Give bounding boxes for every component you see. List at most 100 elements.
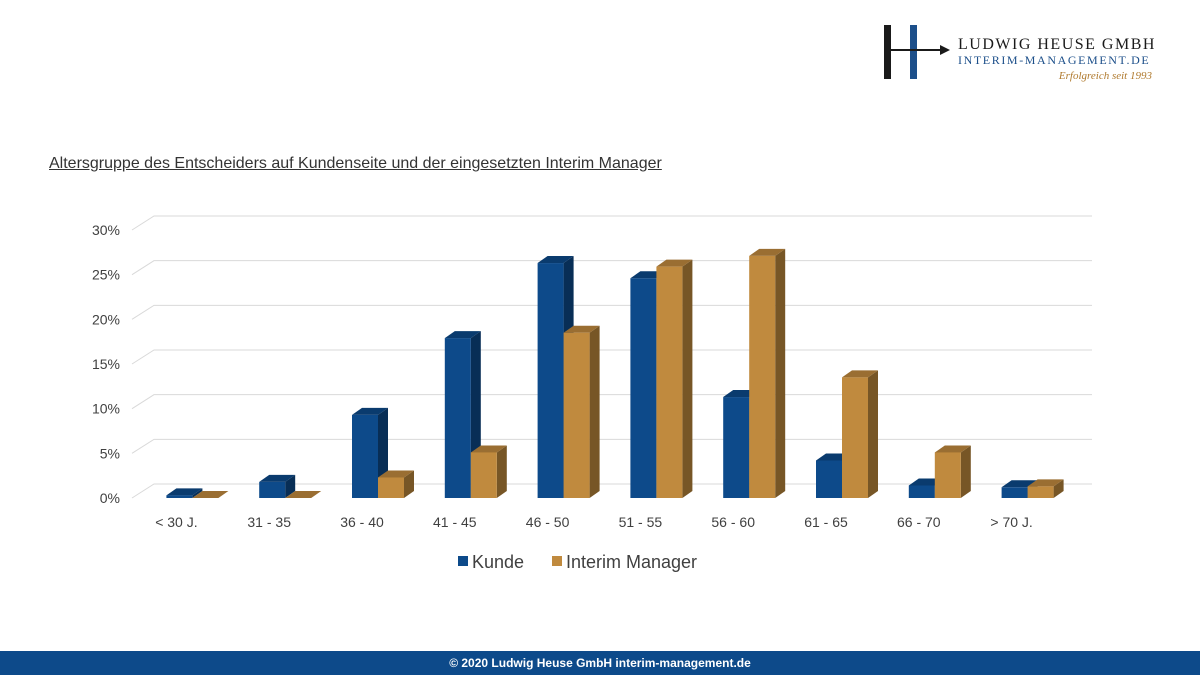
legend-interim-manager: Interim Manager <box>552 552 697 572</box>
company-logo <box>884 25 950 79</box>
bar-side <box>589 325 600 498</box>
bar-top <box>842 370 878 378</box>
company-domain: INTERIM-MANAGEMENT.DE <box>958 53 1151 67</box>
bar-front <box>470 452 497 498</box>
bar-side <box>404 470 414 498</box>
x-axis-labels: < 30 J. 31 - 35 36 - 40 41 - 45 46 - 50 51 - … <box>155 514 1033 530</box>
bar-top <box>166 488 203 496</box>
bar-interim-manager <box>934 445 971 498</box>
bar-side <box>682 259 693 498</box>
bar-side <box>496 445 507 498</box>
logo-h-right-stem <box>910 25 917 79</box>
y-tick-label: 10% <box>92 401 120 417</box>
bar-top <box>749 248 786 256</box>
bar-front <box>934 452 961 498</box>
y-tick-label: 30% <box>92 222 120 238</box>
bar-kunde <box>259 474 296 498</box>
bar-top <box>470 445 507 453</box>
bar-front <box>1001 487 1028 498</box>
gridline <box>131 215 1092 231</box>
bar-interim-manager <box>656 259 693 498</box>
x-tick-label: 66 - 70 <box>897 514 941 530</box>
y-tick-label: 5% <box>100 445 120 461</box>
footer-text: © 2020 Ludwig Heuse GmbH interim-managem… <box>449 656 751 670</box>
chart-title: Altersgruppe des Entscheiders auf Kunden… <box>49 155 662 172</box>
logo-h-bar <box>891 49 943 51</box>
x-tick-label: > 70 J. <box>990 514 1032 530</box>
bar-side <box>960 445 971 498</box>
x-tick-label: 36 - 40 <box>340 514 384 530</box>
bar-interim-manager <box>563 325 600 498</box>
logo-h-left-stem <box>884 25 891 79</box>
bar-front <box>723 397 750 498</box>
bar-top <box>656 259 693 267</box>
company-name: LUDWIG HEUSE GMBH <box>958 36 1156 53</box>
bar-top <box>1027 479 1064 487</box>
bar-front <box>656 266 683 498</box>
bar-top <box>352 407 388 415</box>
bar-front <box>816 460 842 498</box>
bar-front <box>563 332 590 498</box>
legend-kunde: Kunde <box>458 552 524 572</box>
gridline <box>131 304 1092 320</box>
legend: Kunde Interim Manager <box>458 552 697 572</box>
legend-label: Interim Manager <box>566 552 697 572</box>
bar-top <box>444 331 481 339</box>
bar-interim-manager <box>1027 479 1064 498</box>
x-tick-label: 46 - 50 <box>526 514 570 530</box>
y-tick-label: 0% <box>100 490 120 506</box>
y-tick-label: 20% <box>92 311 120 327</box>
bar-chart: 0% 5% 10% 15% 20% 25% 30% < 30 J. 31 - 35 36 - 4… <box>92 215 1092 572</box>
gridline <box>131 260 1092 276</box>
x-tick-label: 61 - 65 <box>804 514 848 530</box>
bar-interim-manager <box>470 445 507 498</box>
gridline <box>131 349 1092 365</box>
footer: © 2020 Ludwig Heuse GmbH interim-managem… <box>0 651 1200 675</box>
legend-label: Kunde <box>472 552 524 572</box>
bar-interim-manager <box>192 491 229 498</box>
bar-top <box>563 325 600 333</box>
y-tick-label: 15% <box>92 356 120 372</box>
bar-front <box>842 377 868 498</box>
bar-top <box>934 445 971 453</box>
bar-top <box>192 491 229 498</box>
bar-interim-manager <box>842 370 878 498</box>
bar-top <box>259 474 296 482</box>
bar-interim-manager <box>378 470 414 498</box>
logo-text: LUDWIG HEUSE GMBH INTERIM-MANAGEMENT.DE <box>958 36 1156 67</box>
bar-side <box>285 474 296 498</box>
company-tagline: Erfolgreich seit 1993 <box>1058 70 1152 82</box>
bar-top <box>1001 480 1038 488</box>
x-tick-label: 31 - 35 <box>247 514 291 530</box>
bar-front <box>352 414 378 498</box>
bar-front <box>908 485 935 498</box>
bar-side <box>192 488 203 498</box>
y-tick-label: 25% <box>92 267 120 283</box>
bar-front <box>444 338 471 498</box>
logo-arrow-head <box>940 45 950 55</box>
bar-front <box>630 278 657 498</box>
bar-side <box>1053 479 1064 498</box>
y-axis-labels: 0% 5% 10% 15% 20% 25% 30% <box>92 222 120 506</box>
bar-top <box>537 256 574 264</box>
x-tick-label: < 30 J. <box>155 514 197 530</box>
legend-swatch <box>552 556 562 566</box>
bar-side <box>868 370 878 498</box>
gridline <box>131 394 1092 410</box>
bar-front <box>166 495 193 498</box>
legend-swatch <box>458 556 468 566</box>
bar-top <box>378 470 414 478</box>
bar-front <box>378 477 404 498</box>
bar-top <box>285 491 322 498</box>
x-tick-label: 51 - 55 <box>619 514 663 530</box>
bar-front <box>259 481 286 498</box>
bars <box>166 248 1064 498</box>
bar-front <box>537 263 564 498</box>
bar-kunde <box>166 488 203 498</box>
x-tick-label: 41 - 45 <box>433 514 477 530</box>
bar-front <box>1027 486 1054 498</box>
x-tick-label: 56 - 60 <box>711 514 755 530</box>
bar-interim-manager <box>285 491 322 498</box>
bar-interim-manager <box>749 248 786 498</box>
bar-front <box>749 255 776 498</box>
